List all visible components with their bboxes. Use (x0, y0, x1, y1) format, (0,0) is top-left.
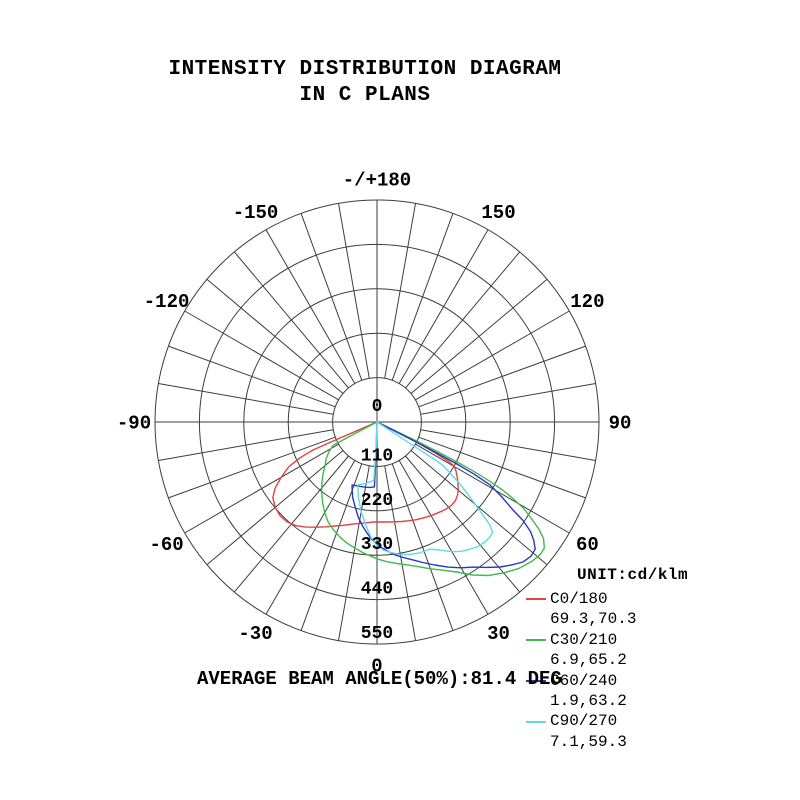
angle-label--60: -60 (149, 534, 183, 556)
angle-label-120: 120 (570, 291, 604, 313)
grid-spoke-70 (418, 436, 586, 499)
legend-label-c30-210: C30/210 (550, 630, 618, 649)
angle-label-60: 60 (576, 534, 599, 556)
grid-spoke-30 (398, 460, 489, 615)
grid-spoke--60 (184, 443, 339, 534)
grid-spoke--170 (338, 203, 370, 379)
grid-spoke-140 (405, 251, 521, 389)
angle-label--120: -120 (144, 291, 190, 313)
legend-item-c90-270: C90/270 (526, 711, 636, 731)
grid-spoke-100 (420, 383, 596, 415)
unit-label: UNIT:cd/klm (577, 566, 689, 584)
grid-spoke--140 (233, 251, 349, 389)
radial-label-550: 550 (361, 624, 393, 644)
angle-label-90: 90 (609, 413, 632, 435)
grid-spoke-110 (418, 345, 586, 408)
curve-c30-210 (320, 421, 545, 577)
radial-label-0: 0 (372, 397, 383, 417)
grid-spoke--30 (265, 460, 356, 615)
grid-spoke-60 (415, 443, 570, 534)
legend-label-c90-270: C90/270 (550, 712, 618, 731)
radial-label-440: 440 (361, 580, 393, 600)
grid-spoke--110 (168, 345, 336, 408)
grid-spoke--10 (338, 465, 370, 641)
angle-label-180: -/+180 (343, 170, 411, 192)
angle-label--150: -150 (233, 202, 279, 224)
grid-spoke--150 (265, 229, 356, 384)
legend-swatch-c60-240 (526, 679, 546, 682)
grid-spoke--70 (168, 436, 336, 499)
radial-label-220: 220 (361, 491, 393, 511)
legend-swatch-c90-270 (526, 720, 546, 723)
grid-spoke-120 (415, 310, 570, 401)
legend-label-c60-240: C60/240 (550, 671, 618, 690)
grid-spoke-50 (410, 450, 548, 566)
angle-label-30: 30 (487, 623, 510, 645)
grid-spoke-80 (420, 429, 596, 461)
radial-label-330: 330 (361, 535, 393, 555)
legend-values-c60-240: 1.9,63.2 (550, 691, 627, 710)
chart-title-line1: INTENSITY DISTRIBUTION DIAGRAM (168, 58, 562, 81)
radial-label-110: 110 (361, 446, 393, 466)
grid-spoke--80 (158, 429, 334, 461)
chart-title: INTENSITY DISTRIBUTION DIAGRAM IN C PLANS (115, 57, 615, 109)
legend-label-c0-180: C0/180 (550, 590, 608, 608)
legend: C0/180 69.3,70.3 C30/210 6.9,65.2 C60/24… (526, 589, 636, 752)
grid-spoke--130 (206, 278, 344, 394)
curve-c60-240 (351, 421, 536, 569)
curve-c90-270 (357, 421, 494, 556)
grid-spoke-170 (384, 203, 416, 379)
beam-angle-text: AVERAGE BEAM ANGLE(50%):81.4 DEG (197, 668, 562, 690)
legend-values-c90-270: 7.1,59.3 (550, 732, 627, 751)
grid-spoke-150 (398, 229, 489, 384)
legend-values-c0-180: 69.3,70.3 (550, 610, 637, 629)
angle-label-150: 150 (481, 202, 515, 224)
legend-values-c30-210: 6.9,65.2 (550, 651, 627, 670)
grid-spoke--160 (300, 213, 363, 381)
grid-spoke-130 (410, 278, 548, 394)
grid-spoke--100 (158, 383, 334, 415)
legend-swatch-c0-180 (526, 598, 546, 601)
curve-c0-180 (272, 421, 459, 528)
chart-title-line2: IN C PLANS (299, 84, 431, 107)
grid-spoke-10 (384, 465, 416, 641)
legend-item-c60-240: C60/240 (526, 671, 636, 691)
angle-label--30: -30 (238, 623, 272, 645)
legend-item-c0-180: C0/180 (526, 589, 636, 609)
angle-label-0: 0 (371, 656, 382, 678)
grid-spoke--120 (184, 310, 339, 401)
legend-item-c30-210: C30/210 (526, 630, 636, 650)
grid-spoke-160 (391, 213, 454, 381)
grid-spoke-20 (391, 463, 454, 631)
angle-label--90: -90 (117, 413, 151, 435)
legend-swatch-c30-210 (526, 638, 546, 641)
grid-spoke-40 (405, 455, 521, 593)
